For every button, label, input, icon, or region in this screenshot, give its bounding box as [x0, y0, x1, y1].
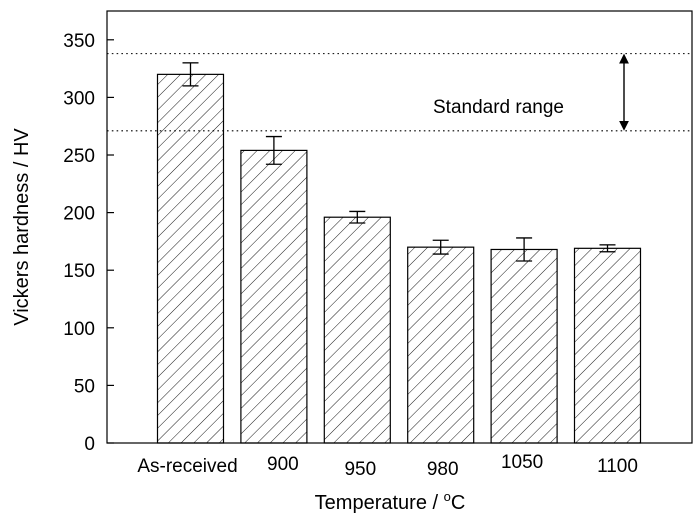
plot-frame [106, 10, 693, 444]
bar [156, 73, 225, 444]
y-tick-label: 50 [74, 376, 95, 397]
x-tick-label: 980 [427, 459, 459, 480]
x-tick-label: As-received [137, 456, 237, 477]
x-axis-title-superscript: o [444, 489, 451, 504]
y-tick-label: 100 [63, 319, 95, 340]
y-tick-label: 350 [63, 31, 95, 52]
y-tick-label: 0 [84, 434, 95, 455]
bar [490, 248, 558, 444]
x-axis-title-unit: C [451, 492, 465, 514]
y-tick-label: 250 [63, 146, 95, 167]
x-axis-title: Temperature / oC [315, 489, 466, 514]
x-tick-label: 1100 [597, 456, 638, 477]
x-axis: As-received 900 950 980 1050 1100 [137, 452, 638, 480]
x-tick-label: 950 [344, 459, 376, 480]
y-tick-label: 150 [63, 261, 95, 282]
x-axis-title-text: Temperature / [315, 492, 444, 514]
bar [240, 149, 308, 444]
x-tick-label: 900 [267, 454, 299, 475]
bar [407, 246, 475, 444]
bars [156, 73, 642, 444]
standard-range-label: Standard range [433, 97, 564, 118]
error-bars [182, 62, 616, 262]
y-tick-label: 200 [63, 204, 95, 225]
y-axis: 0 50 100 150 200 250 300 350 [63, 31, 114, 455]
y-axis-title: Vickers hardness / HV [11, 128, 33, 326]
bar [323, 216, 391, 444]
bar [573, 247, 642, 444]
y-tick-label: 300 [63, 88, 95, 109]
x-tick-label: 1050 [501, 452, 543, 473]
